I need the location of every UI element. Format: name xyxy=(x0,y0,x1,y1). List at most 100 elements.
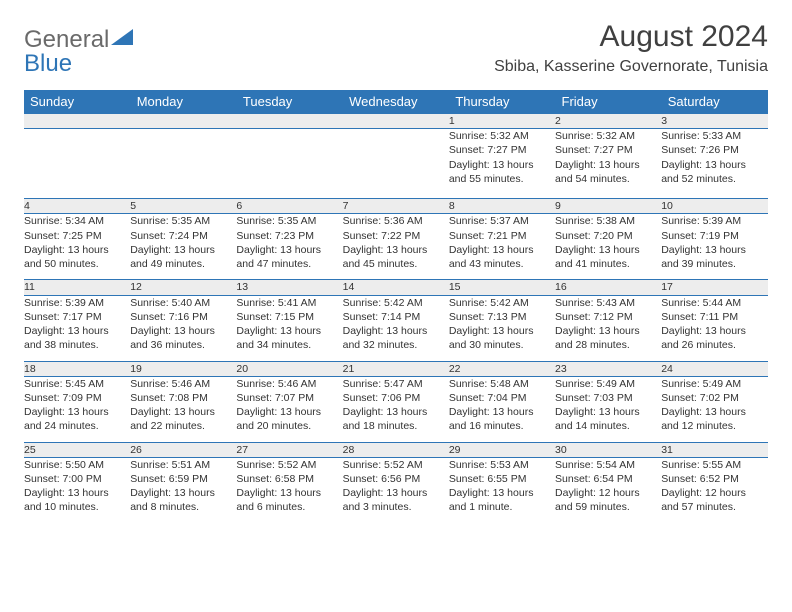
day-cell: Sunrise: 5:37 AMSunset: 7:21 PMDaylight:… xyxy=(449,214,555,280)
day-info-line: Sunset: 7:16 PM xyxy=(130,310,236,324)
info-row: Sunrise: 5:45 AMSunset: 7:09 PMDaylight:… xyxy=(24,376,768,442)
daynum-row: 11121314151617 xyxy=(24,280,768,295)
day-cell: Sunrise: 5:54 AMSunset: 6:54 PMDaylight:… xyxy=(555,457,661,523)
day-cell: Sunrise: 5:42 AMSunset: 7:14 PMDaylight:… xyxy=(343,295,449,361)
day-number: 19 xyxy=(130,361,236,376)
day-info-line: Sunrise: 5:44 AM xyxy=(661,296,767,310)
calendar-table: Sunday Monday Tuesday Wednesday Thursday… xyxy=(24,90,768,523)
day-info-line: Sunrise: 5:32 AM xyxy=(449,129,555,143)
day-info-line: Daylight: 13 hours xyxy=(555,158,661,172)
day-info-line: Sunset: 7:26 PM xyxy=(661,143,767,157)
day-info-line: Daylight: 13 hours xyxy=(661,158,767,172)
day-info-line: and 47 minutes. xyxy=(236,257,342,271)
title-block: August 2024 Sbiba, Kasserine Governorate… xyxy=(494,20,768,76)
day-cell xyxy=(343,129,449,199)
day-info-line: Sunset: 7:15 PM xyxy=(236,310,342,324)
day-info-line: Daylight: 13 hours xyxy=(24,243,130,257)
day-info-line: and 39 minutes. xyxy=(661,257,767,271)
day-info-line: and 50 minutes. xyxy=(24,257,130,271)
logo-subtext: Blue xyxy=(24,50,72,78)
day-info-line: and 26 minutes. xyxy=(661,338,767,352)
day-cell: Sunrise: 5:52 AMSunset: 6:58 PMDaylight:… xyxy=(236,457,342,523)
day-info-line: and 10 minutes. xyxy=(24,500,130,514)
day-info-line: Daylight: 13 hours xyxy=(343,324,449,338)
day-info-line: Daylight: 13 hours xyxy=(130,486,236,500)
day-info-line: Sunset: 7:04 PM xyxy=(449,391,555,405)
day-info-line: Daylight: 13 hours xyxy=(449,324,555,338)
day-number: 10 xyxy=(661,199,767,214)
day-cell: Sunrise: 5:48 AMSunset: 7:04 PMDaylight:… xyxy=(449,376,555,442)
day-info-line: Sunset: 6:58 PM xyxy=(236,472,342,486)
day-cell: Sunrise: 5:45 AMSunset: 7:09 PMDaylight:… xyxy=(24,376,130,442)
day-cell: Sunrise: 5:36 AMSunset: 7:22 PMDaylight:… xyxy=(343,214,449,280)
header: General August 2024 Sbiba, Kasserine Gov… xyxy=(24,20,768,76)
day-info-line: and 59 minutes. xyxy=(555,500,661,514)
day-info-line: and 22 minutes. xyxy=(130,419,236,433)
day-info-line: and 54 minutes. xyxy=(555,172,661,186)
day-info-line: Daylight: 13 hours xyxy=(555,243,661,257)
day-info-line: Sunrise: 5:45 AM xyxy=(24,377,130,391)
day-number: 5 xyxy=(130,199,236,214)
day-cell: Sunrise: 5:41 AMSunset: 7:15 PMDaylight:… xyxy=(236,295,342,361)
day-info-line: Daylight: 13 hours xyxy=(449,158,555,172)
day-info-line: Daylight: 13 hours xyxy=(449,405,555,419)
day-info-line: Sunset: 7:06 PM xyxy=(343,391,449,405)
day-cell: Sunrise: 5:33 AMSunset: 7:26 PMDaylight:… xyxy=(661,129,767,199)
day-number: 18 xyxy=(24,361,130,376)
day-number: 4 xyxy=(24,199,130,214)
day-info-line: Daylight: 13 hours xyxy=(236,486,342,500)
day-info-line: Sunrise: 5:55 AM xyxy=(661,458,767,472)
day-cell: Sunrise: 5:49 AMSunset: 7:02 PMDaylight:… xyxy=(661,376,767,442)
info-row: Sunrise: 5:50 AMSunset: 7:00 PMDaylight:… xyxy=(24,457,768,523)
day-info-line: Daylight: 13 hours xyxy=(449,243,555,257)
day-info-line: Sunset: 7:22 PM xyxy=(343,229,449,243)
day-number: 27 xyxy=(236,442,342,457)
logo-triangle-icon xyxy=(111,26,133,54)
day-info-line: and 24 minutes. xyxy=(24,419,130,433)
day-info-line: Sunrise: 5:35 AM xyxy=(236,214,342,228)
day-cell: Sunrise: 5:51 AMSunset: 6:59 PMDaylight:… xyxy=(130,457,236,523)
day-info-line: Sunrise: 5:39 AM xyxy=(661,214,767,228)
day-cell: Sunrise: 5:46 AMSunset: 7:08 PMDaylight:… xyxy=(130,376,236,442)
day-info-line: Daylight: 13 hours xyxy=(661,243,767,257)
day-cell: Sunrise: 5:52 AMSunset: 6:56 PMDaylight:… xyxy=(343,457,449,523)
day-info-line: Sunrise: 5:52 AM xyxy=(236,458,342,472)
day-cell: Sunrise: 5:39 AMSunset: 7:19 PMDaylight:… xyxy=(661,214,767,280)
day-info-line: Sunrise: 5:36 AM xyxy=(343,214,449,228)
weekday-header: Wednesday xyxy=(343,90,449,114)
day-info-line: Sunrise: 5:54 AM xyxy=(555,458,661,472)
day-info-line: Daylight: 13 hours xyxy=(24,486,130,500)
day-number: 17 xyxy=(661,280,767,295)
day-info-line: Daylight: 13 hours xyxy=(130,324,236,338)
day-info-line: Sunset: 7:27 PM xyxy=(449,143,555,157)
daynum-row: 25262728293031 xyxy=(24,442,768,457)
day-number: 1 xyxy=(449,114,555,129)
day-cell: Sunrise: 5:34 AMSunset: 7:25 PMDaylight:… xyxy=(24,214,130,280)
day-number: 26 xyxy=(130,442,236,457)
day-info-line: Sunrise: 5:51 AM xyxy=(130,458,236,472)
day-info-line: Sunset: 7:07 PM xyxy=(236,391,342,405)
day-cell: Sunrise: 5:32 AMSunset: 7:27 PMDaylight:… xyxy=(555,129,661,199)
day-info-line: Daylight: 13 hours xyxy=(449,486,555,500)
day-info-line: Sunset: 6:59 PM xyxy=(130,472,236,486)
day-number: 24 xyxy=(661,361,767,376)
day-info-line: and 12 minutes. xyxy=(661,419,767,433)
day-cell: Sunrise: 5:55 AMSunset: 6:52 PMDaylight:… xyxy=(661,457,767,523)
day-number: 21 xyxy=(343,361,449,376)
day-info-line: Sunset: 7:17 PM xyxy=(24,310,130,324)
day-info-line: Sunset: 7:14 PM xyxy=(343,310,449,324)
day-number: 6 xyxy=(236,199,342,214)
day-info-line: Sunset: 6:55 PM xyxy=(449,472,555,486)
day-number xyxy=(130,114,236,129)
day-info-line: Sunset: 6:56 PM xyxy=(343,472,449,486)
day-info-line: Sunrise: 5:48 AM xyxy=(449,377,555,391)
weekday-header: Sunday xyxy=(24,90,130,114)
day-info-line: and 8 minutes. xyxy=(130,500,236,514)
weekday-header: Tuesday xyxy=(236,90,342,114)
weekday-header: Friday xyxy=(555,90,661,114)
day-cell: Sunrise: 5:46 AMSunset: 7:07 PMDaylight:… xyxy=(236,376,342,442)
day-info-line: and 32 minutes. xyxy=(343,338,449,352)
day-info-line: Sunrise: 5:38 AM xyxy=(555,214,661,228)
day-cell: Sunrise: 5:53 AMSunset: 6:55 PMDaylight:… xyxy=(449,457,555,523)
day-info-line: Sunset: 7:03 PM xyxy=(555,391,661,405)
